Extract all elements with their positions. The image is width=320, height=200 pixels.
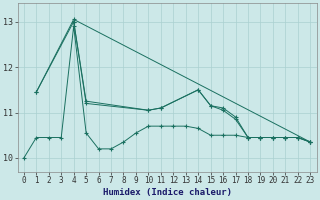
X-axis label: Humidex (Indice chaleur): Humidex (Indice chaleur) xyxy=(103,188,232,197)
